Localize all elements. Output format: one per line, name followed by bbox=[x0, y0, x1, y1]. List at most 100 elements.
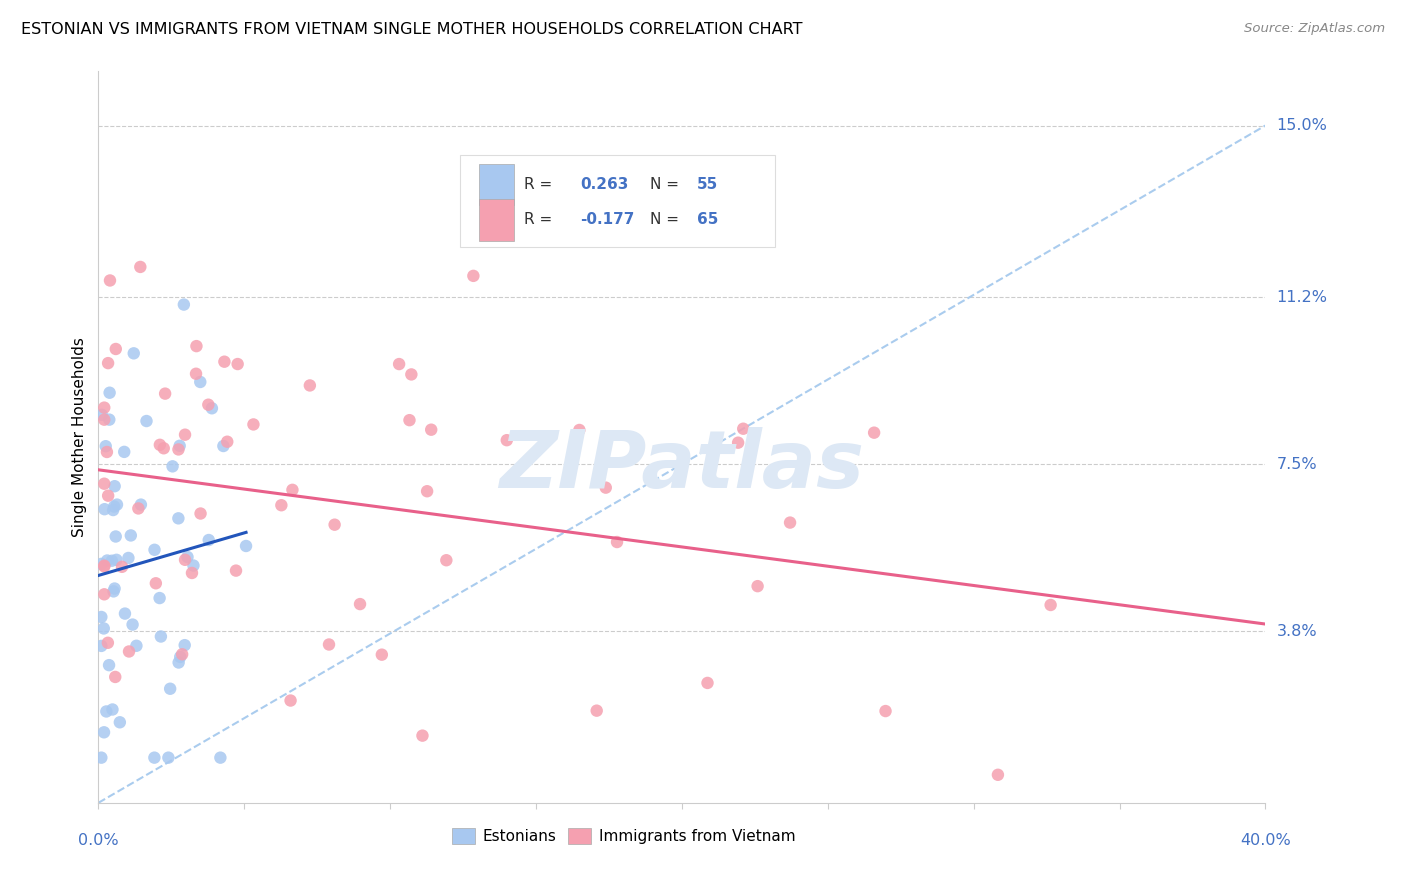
Point bbox=[201, 401, 224, 416]
Point bbox=[388, 357, 411, 371]
Point bbox=[149, 591, 172, 605]
Point bbox=[173, 297, 195, 311]
Point bbox=[149, 630, 172, 644]
Point bbox=[104, 670, 127, 684]
Text: R =: R = bbox=[524, 177, 558, 192]
Point bbox=[98, 385, 121, 400]
Point bbox=[217, 434, 239, 449]
Point bbox=[167, 511, 190, 525]
Point bbox=[96, 705, 118, 719]
Point bbox=[159, 681, 181, 696]
Point bbox=[103, 500, 125, 514]
Point bbox=[93, 725, 115, 739]
Point bbox=[93, 587, 115, 601]
Point bbox=[495, 433, 517, 447]
Point bbox=[93, 401, 115, 415]
Point bbox=[98, 273, 121, 287]
Point bbox=[104, 479, 127, 493]
Text: 15.0%: 15.0% bbox=[1277, 118, 1327, 133]
Point bbox=[97, 356, 120, 370]
Point bbox=[214, 354, 236, 368]
Point bbox=[987, 768, 1010, 782]
Point bbox=[298, 378, 321, 392]
Point bbox=[162, 459, 184, 474]
Point bbox=[167, 656, 190, 670]
Point bbox=[122, 346, 145, 360]
Point bbox=[105, 553, 128, 567]
Point bbox=[863, 425, 886, 440]
Point bbox=[727, 435, 749, 450]
Point bbox=[104, 342, 127, 356]
Point bbox=[181, 566, 204, 580]
Point bbox=[145, 576, 167, 591]
Point bbox=[103, 584, 125, 599]
Point bbox=[779, 516, 801, 530]
Point bbox=[188, 375, 211, 389]
Point bbox=[90, 639, 112, 653]
Point bbox=[280, 693, 302, 707]
FancyBboxPatch shape bbox=[479, 163, 513, 205]
Point bbox=[105, 498, 128, 512]
Point bbox=[585, 704, 607, 718]
Point bbox=[606, 535, 628, 549]
Point bbox=[733, 422, 755, 436]
Point bbox=[94, 439, 117, 453]
Point bbox=[135, 414, 157, 428]
Point bbox=[120, 528, 142, 542]
Point bbox=[197, 398, 219, 412]
Point bbox=[176, 549, 198, 564]
Text: ESTONIAN VS IMMIGRANTS FROM VIETNAM SINGLE MOTHER HOUSEHOLDS CORRELATION CHART: ESTONIAN VS IMMIGRANTS FROM VIETNAM SING… bbox=[21, 22, 803, 37]
Point bbox=[411, 729, 433, 743]
Point bbox=[97, 489, 120, 503]
Point bbox=[96, 445, 118, 459]
Text: Source: ZipAtlas.com: Source: ZipAtlas.com bbox=[1244, 22, 1385, 36]
Text: 7.5%: 7.5% bbox=[1277, 457, 1317, 472]
Point bbox=[420, 423, 443, 437]
Point bbox=[169, 439, 191, 453]
Point bbox=[1039, 598, 1062, 612]
Point bbox=[121, 617, 143, 632]
Point bbox=[152, 442, 174, 456]
Point bbox=[463, 268, 485, 283]
Point bbox=[568, 423, 591, 437]
Point bbox=[153, 386, 176, 401]
Point bbox=[104, 529, 127, 543]
Text: 0.0%: 0.0% bbox=[79, 833, 118, 848]
Point bbox=[90, 610, 112, 624]
Point bbox=[595, 481, 617, 495]
Point bbox=[93, 558, 115, 573]
Point bbox=[172, 648, 194, 662]
Point bbox=[104, 582, 127, 596]
Point bbox=[125, 639, 148, 653]
Point bbox=[270, 498, 292, 512]
Point bbox=[157, 750, 180, 764]
Point bbox=[190, 507, 212, 521]
Point bbox=[93, 622, 115, 636]
Point bbox=[174, 427, 197, 442]
Point bbox=[108, 715, 131, 730]
Point bbox=[212, 439, 235, 453]
Point bbox=[371, 648, 394, 662]
Point bbox=[184, 367, 207, 381]
Point bbox=[226, 357, 249, 371]
Point bbox=[129, 498, 152, 512]
Point bbox=[167, 442, 190, 457]
Text: 40.0%: 40.0% bbox=[1240, 833, 1291, 848]
Point bbox=[90, 557, 112, 571]
Point bbox=[209, 750, 232, 764]
Point bbox=[93, 412, 115, 426]
Legend: Estonians, Immigrants from Vietnam: Estonians, Immigrants from Vietnam bbox=[446, 822, 801, 850]
Point bbox=[174, 553, 197, 567]
Text: 55: 55 bbox=[697, 177, 718, 192]
Point bbox=[225, 564, 247, 578]
Text: ZIPatlas: ZIPatlas bbox=[499, 427, 865, 506]
Point bbox=[318, 638, 340, 652]
Point bbox=[101, 554, 124, 568]
Point bbox=[169, 649, 191, 664]
Point bbox=[281, 483, 304, 497]
Point bbox=[114, 607, 136, 621]
Point bbox=[93, 476, 115, 491]
Point bbox=[117, 551, 139, 566]
Point bbox=[98, 658, 121, 673]
Point bbox=[242, 417, 264, 432]
